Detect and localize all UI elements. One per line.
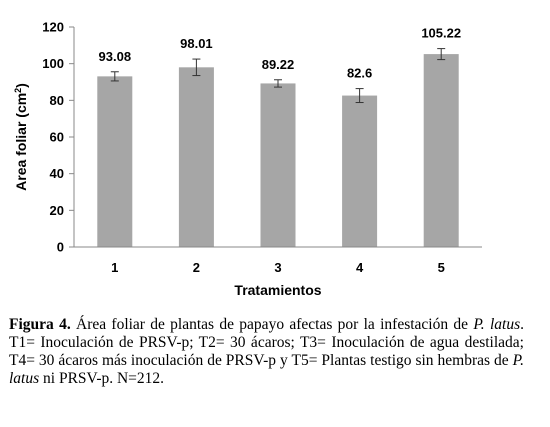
y-tick-label: 80: [50, 93, 64, 108]
caption-text-3: ni PRSV-p. N=212.: [39, 370, 165, 387]
x-axis-ticks: 1 2 3 4 5: [111, 260, 445, 275]
x-tick-label: 3: [274, 260, 281, 275]
figure-caption: Figura 4. Área foliar de plantas de papa…: [9, 316, 524, 388]
error-bar-1: [110, 71, 119, 82]
error-bar-2: [192, 58, 201, 77]
data-label-2: 98.01: [180, 36, 213, 51]
data-label-4: 82.6: [347, 66, 372, 81]
y-tick-label: 20: [50, 203, 64, 218]
x-tick-label: 2: [193, 260, 200, 275]
bar-1: [97, 76, 133, 247]
bar-5: [423, 54, 459, 248]
caption-species-2: P. latus: [9, 352, 524, 387]
data-label-3: 89.22: [262, 57, 295, 72]
y-axis-title: Area foliar (cm2): [13, 83, 29, 191]
y-axis-title-main: Area foliar (cm: [13, 93, 29, 191]
error-bar-3: [274, 79, 282, 88]
caption-species-1: P. latus: [473, 316, 521, 333]
y-axis-ticks: 0 20 40 60 80 100 120: [42, 20, 74, 255]
y-tick-label: 0: [57, 240, 64, 255]
error-bars: [110, 48, 446, 104]
error-bar-5: [437, 48, 446, 61]
x-axis-title: Tratamientos: [234, 282, 321, 298]
caption-text-2: . T1= Inoculación de PRSV-p; T2= 30 ácar…: [9, 316, 524, 369]
data-labels: 93.08 98.01 89.22 82.6 105.22: [99, 26, 462, 81]
caption-label: Figura 4.: [9, 316, 71, 333]
data-label-1: 93.08: [99, 49, 132, 64]
bar-3: [260, 83, 296, 248]
y-tick-label: 100: [42, 56, 64, 71]
y-tick-label: 60: [50, 130, 64, 145]
y-axis-title-end: ): [13, 83, 29, 88]
y-tick-label: 40: [50, 166, 64, 181]
error-bar-4: [355, 88, 364, 104]
caption-text-1: Área foliar de plantas de papayo afectas…: [70, 316, 474, 333]
data-label-5: 105.22: [421, 26, 461, 41]
y-tick-label: 120: [42, 20, 64, 35]
bar-4: [342, 95, 378, 247]
x-tick-label: 5: [438, 260, 445, 275]
x-tick-label: 4: [356, 260, 364, 275]
x-tick-label: 1: [111, 260, 118, 275]
bar-chart: 0 20 40 60 80 100 120 93.08 98.01 89.22 82.6 105.2…: [13, 20, 482, 298]
y-axis-title-sup: 2: [13, 88, 23, 93]
bars: [97, 54, 459, 248]
bar-2: [178, 67, 214, 247]
